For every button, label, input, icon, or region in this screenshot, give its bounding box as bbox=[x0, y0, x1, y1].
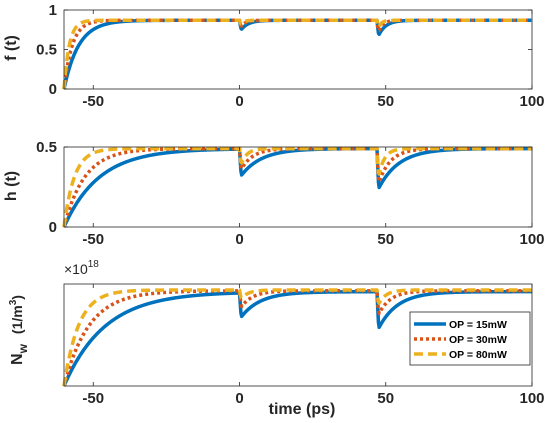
ylabel-nw-unit-end: ) bbox=[9, 295, 25, 300]
xtick-label-1-0: -50 bbox=[82, 231, 104, 248]
plot-area-h: -50 0 50 100 0 0.5 bbox=[36, 139, 544, 248]
series-line-2-2 bbox=[62, 288, 534, 387]
ylabel-nw-unit: (1/m bbox=[9, 305, 25, 334]
xtick-label-0-2: 50 bbox=[377, 93, 394, 110]
plot-area-nw: -50 0 50 100 bbox=[62, 283, 545, 407]
exponent-power: 18 bbox=[88, 259, 100, 270]
ylabel-h: h (t) bbox=[3, 171, 20, 201]
ylabel-nw-unit-sup: 3 bbox=[8, 299, 19, 305]
axes-box-2 bbox=[63, 283, 533, 387]
xtick-label-0-0: -50 bbox=[82, 93, 104, 110]
series-line-1-1 bbox=[62, 146, 534, 228]
xtick-label-0-1: 0 bbox=[235, 93, 243, 110]
panel-f: -50 0 50 100 0 0.5 1 f (t) bbox=[3, 2, 545, 110]
legend-label-op30: OP = 30mW bbox=[449, 334, 507, 346]
series-line-0-2 bbox=[62, 18, 534, 90]
series-line-1-0 bbox=[62, 146, 534, 228]
ytick-label-0-2: 1 bbox=[49, 2, 57, 19]
ylabel-nw-main: N bbox=[9, 353, 26, 365]
legend: OP = 15mW OP = 30mW OP = 80mW bbox=[409, 311, 531, 366]
legend-label-op80: OP = 80mW bbox=[449, 349, 507, 361]
exponent-base: ×10 bbox=[64, 261, 88, 277]
xtick-label-1-2: 50 bbox=[377, 231, 394, 248]
xtick-label-2-3: 100 bbox=[519, 390, 544, 407]
axes-box-1 bbox=[63, 146, 533, 228]
series-line-1-2 bbox=[62, 146, 534, 228]
xtick-label-2-2: 50 bbox=[377, 390, 394, 407]
xlabel: time (ps) bbox=[269, 401, 336, 418]
panel-h: -50 0 50 100 0 0.5 h (t) bbox=[3, 139, 545, 248]
ylabel-f: f (t) bbox=[3, 35, 20, 61]
ytick-label-0-1: 0.5 bbox=[36, 42, 57, 59]
ytick-label-1-1: 0.5 bbox=[36, 139, 57, 156]
xtick-label-0-3: 100 bbox=[519, 93, 544, 110]
legend-label-op15: OP = 15mW bbox=[449, 319, 507, 331]
panel-nw: -50 0 50 100 Nw (1/m3) ×1018 time (ps) OP = … bbox=[8, 259, 545, 418]
xtick-label-1-3: 100 bbox=[519, 231, 544, 248]
ytick-label-1-0: 0 bbox=[49, 219, 57, 236]
legend-box bbox=[409, 311, 531, 366]
xtick-label-1-1: 0 bbox=[235, 231, 243, 248]
exponent-label: ×1018 bbox=[64, 259, 99, 277]
ytick-label-0-0: 0 bbox=[49, 81, 57, 98]
series-line-0-0 bbox=[62, 18, 534, 90]
xtick-label-2-0: -50 bbox=[82, 390, 104, 407]
xtick-label-2-1: 0 bbox=[235, 390, 243, 407]
series-line-0-1 bbox=[62, 18, 534, 90]
ylabel-nw: Nw (1/m3) bbox=[8, 295, 30, 365]
plot-area-f: -50 0 50 100 0 0.5 1 bbox=[36, 2, 544, 110]
ylabel-nw-sub: w bbox=[16, 343, 30, 354]
